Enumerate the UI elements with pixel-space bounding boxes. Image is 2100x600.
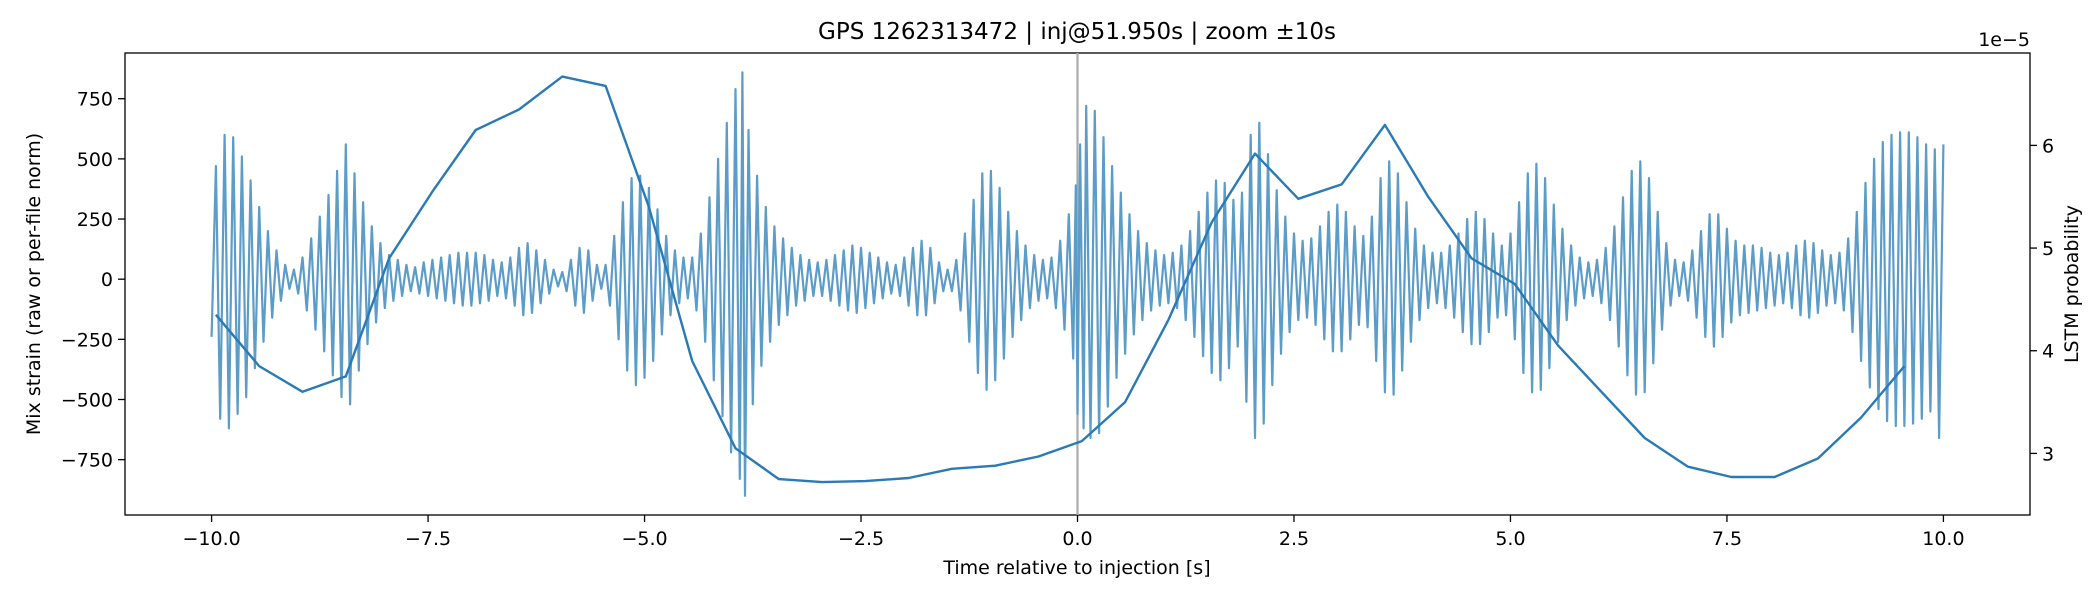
x-tick-label: −5.0 xyxy=(621,528,667,550)
x-tick-label: −2.5 xyxy=(838,528,884,550)
y-axis-label-left: Mix strain (raw or per-file norm) xyxy=(23,133,45,435)
x-tick-label: 0.0 xyxy=(1062,528,1092,550)
x-axis-label: Time relative to injection [s] xyxy=(942,557,1210,579)
y-right-tick-label: 6 xyxy=(2042,135,2054,157)
y-left-tick-label: −250 xyxy=(61,329,113,351)
x-tick-label: 5.0 xyxy=(1495,528,1525,550)
chart-title: GPS 1262313472 | inj@51.950s | zoom ±10s xyxy=(818,19,1336,45)
y-right-offset-label: 1e−5 xyxy=(1978,29,2030,51)
y-left-tick-label: 500 xyxy=(77,149,113,171)
y-left-tick-label: 250 xyxy=(77,209,113,231)
x-tick-label: 10.0 xyxy=(1922,528,1964,550)
y-left-tick-label: 750 xyxy=(77,89,113,111)
y-right-tick-label: 3 xyxy=(2042,443,2054,465)
series-strain-line xyxy=(210,71,1945,497)
x-tick-label: −10.0 xyxy=(182,528,240,550)
y-right-tick-label: 5 xyxy=(2042,238,2054,260)
y-left-tick-label: −500 xyxy=(61,390,113,412)
y-right-tick-label: 4 xyxy=(2042,341,2054,363)
series-lstm-probability-line xyxy=(214,75,1906,484)
x-tick-label: 7.5 xyxy=(1712,528,1742,550)
x-tick-label: −7.5 xyxy=(405,528,451,550)
x-tick-label: 2.5 xyxy=(1279,528,1309,550)
y-left-tick-label: −750 xyxy=(61,450,113,472)
y-axis-label-right: LSTM probability xyxy=(2061,205,2083,363)
y-left-tick-label: 0 xyxy=(101,269,113,291)
